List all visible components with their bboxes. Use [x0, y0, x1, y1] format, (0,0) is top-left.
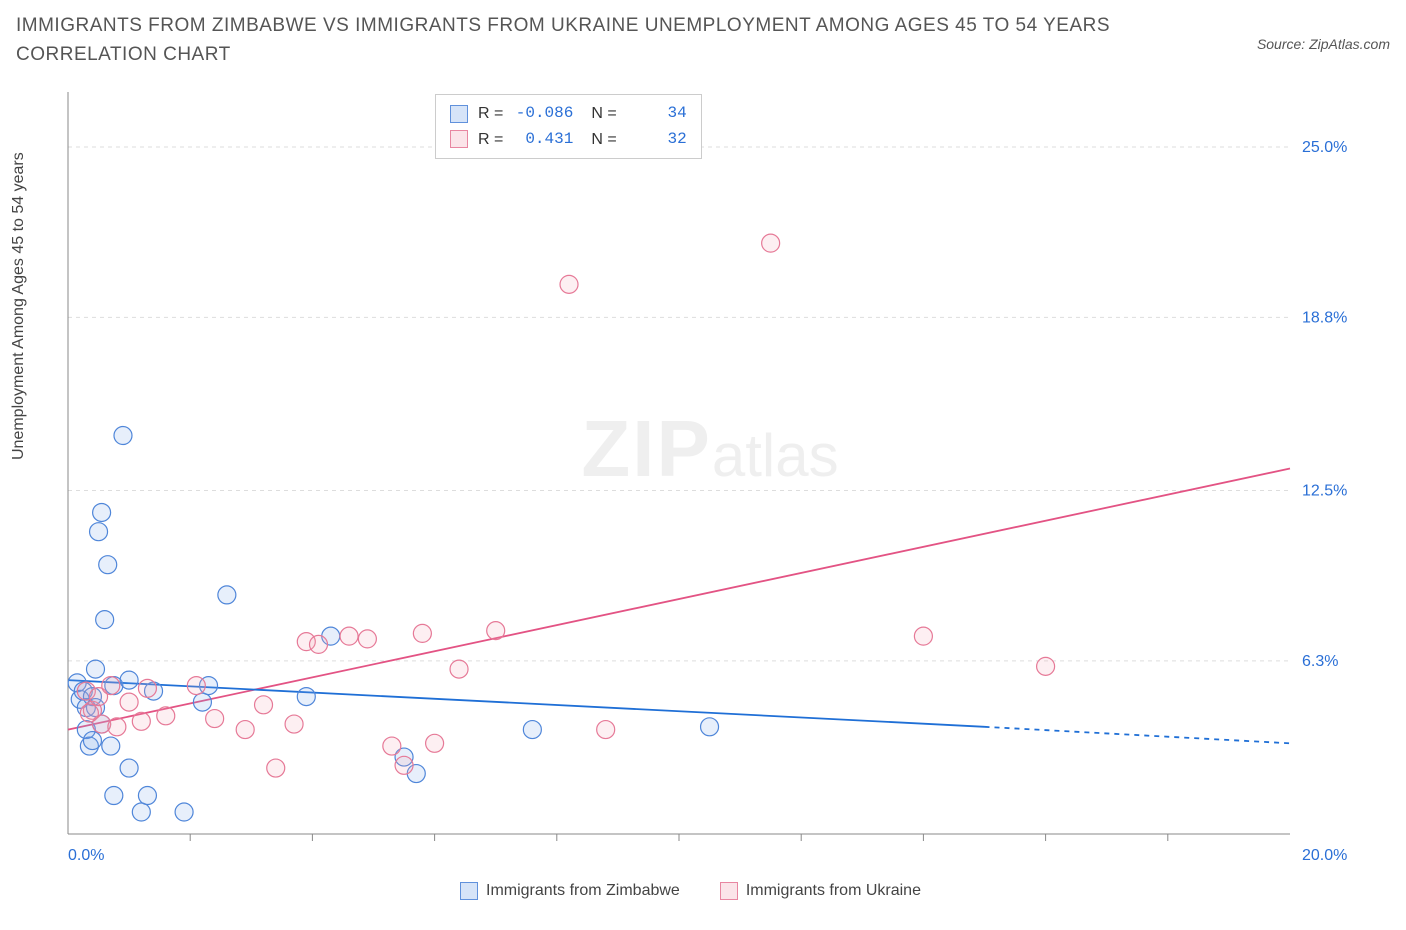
- legend-item-a: Immigrants from Zimbabwe: [460, 882, 680, 900]
- r-label: R =: [478, 127, 503, 153]
- legend-row-series-a: R = -0.086 N = 34: [450, 101, 687, 127]
- n-label: N =: [591, 101, 616, 127]
- swatch-icon: [460, 882, 478, 900]
- correlation-legend: R = -0.086 N = 34 R = 0.431 N = 32: [435, 94, 702, 159]
- legend-item-b: Immigrants from Ukraine: [720, 882, 921, 900]
- series-legend: Immigrants from Zimbabwe Immigrants from…: [460, 882, 921, 900]
- r-value-a: -0.086: [513, 101, 573, 127]
- chart-title: IMMIGRANTS FROM ZIMBABWE VS IMMIGRANTS F…: [16, 12, 1257, 69]
- svg-text:6.3%: 6.3%: [1302, 653, 1338, 670]
- swatch-icon: [450, 105, 468, 123]
- swatch-icon: [450, 130, 468, 148]
- svg-text:12.5%: 12.5%: [1302, 482, 1347, 499]
- legend-row-series-b: R = 0.431 N = 32: [450, 127, 687, 153]
- svg-text:25.0%: 25.0%: [1302, 139, 1347, 156]
- source-label: Source: ZipAtlas.com: [1257, 12, 1390, 52]
- n-value-b: 32: [627, 127, 687, 153]
- svg-text:20.0%: 20.0%: [1302, 847, 1347, 864]
- n-label: N =: [591, 127, 616, 153]
- chart-plot-area: 6.3%12.5%18.8%25.0%0.0%20.0% ZIPatlas R …: [60, 90, 1360, 870]
- svg-text:18.8%: 18.8%: [1302, 309, 1347, 326]
- legend-label-a: Immigrants from Zimbabwe: [486, 882, 680, 900]
- r-label: R =: [478, 101, 503, 127]
- swatch-icon: [720, 882, 738, 900]
- svg-text:0.0%: 0.0%: [68, 847, 104, 864]
- r-value-b: 0.431: [513, 127, 573, 153]
- y-axis-label: Unemployment Among Ages 45 to 54 years: [10, 152, 28, 460]
- n-value-a: 34: [627, 101, 687, 127]
- legend-label-b: Immigrants from Ukraine: [746, 882, 921, 900]
